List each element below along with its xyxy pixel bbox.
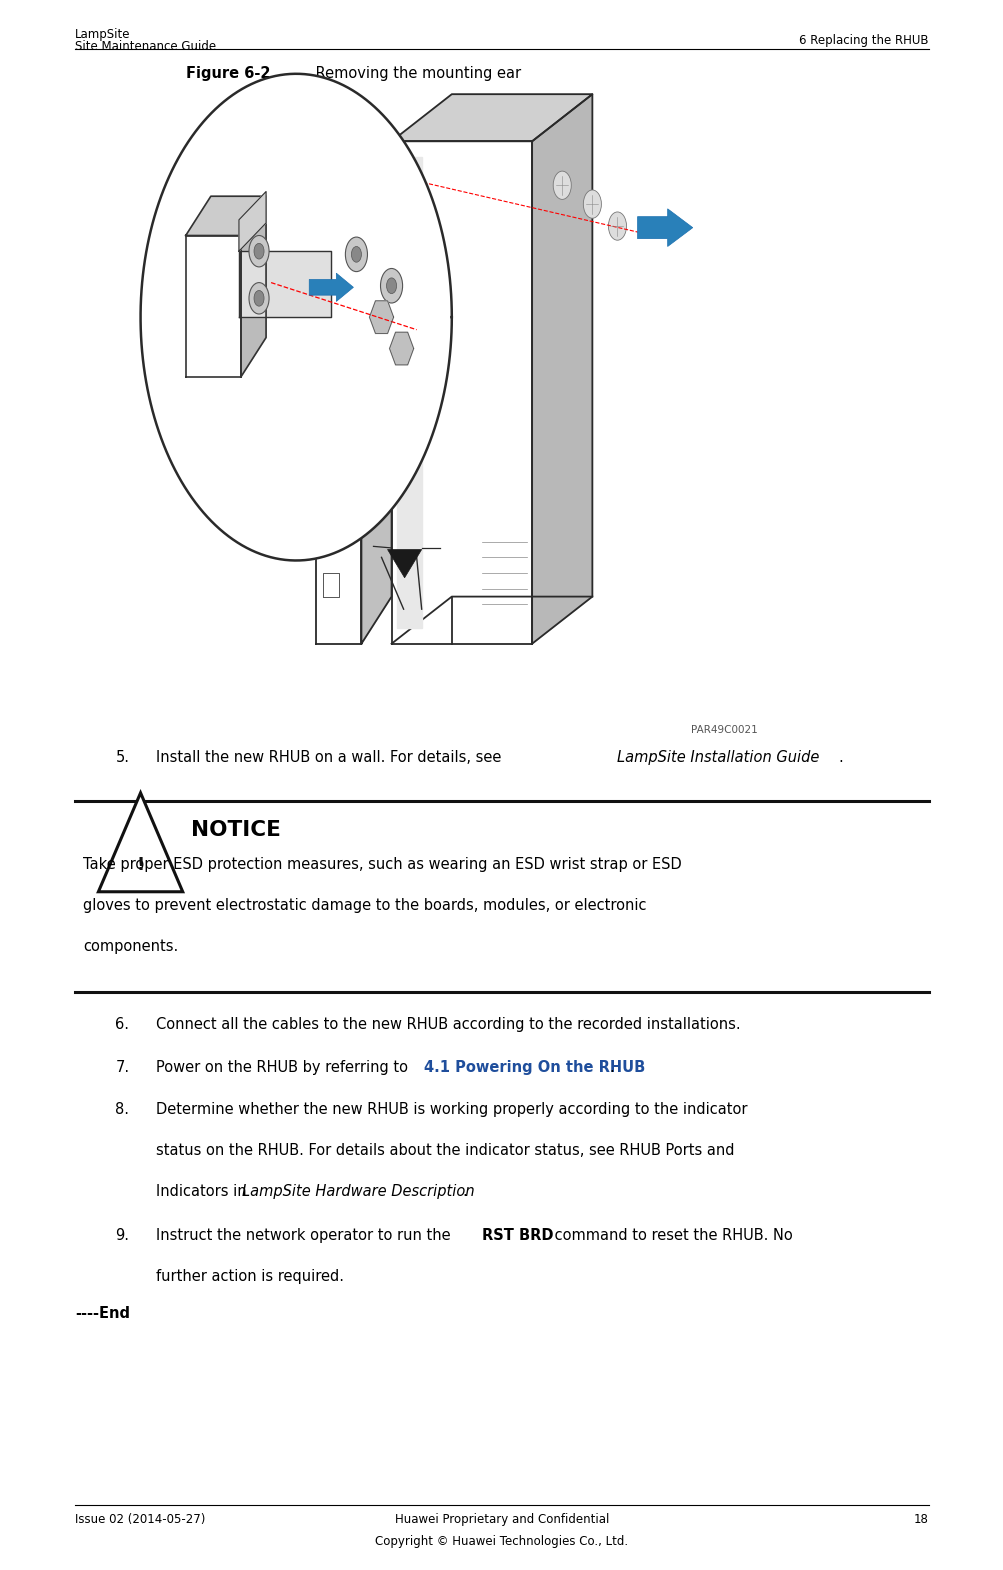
Polygon shape (389, 333, 413, 364)
Polygon shape (637, 209, 692, 246)
Text: Connect all the cables to the new RHUB according to the recorded installations.: Connect all the cables to the new RHUB a… (155, 1017, 739, 1033)
Polygon shape (186, 196, 266, 236)
Bar (399, 176, 417, 192)
Text: 6.: 6. (115, 1017, 129, 1033)
Text: gloves to prevent electrostatic damage to the boards, modules, or electronic: gloves to prevent electrostatic damage t… (83, 898, 646, 914)
Circle shape (249, 236, 269, 267)
Circle shape (249, 283, 269, 314)
Text: components.: components. (83, 939, 179, 955)
Text: .: . (462, 1184, 467, 1199)
Text: LampSite Installation Guide: LampSite Installation Guide (617, 750, 819, 766)
Text: further action is required.: further action is required. (155, 1269, 343, 1284)
Polygon shape (396, 157, 421, 628)
Text: Instruct the network operator to run the: Instruct the network operator to run the (155, 1228, 454, 1243)
Bar (399, 207, 417, 223)
Bar (399, 283, 417, 298)
Polygon shape (532, 94, 592, 644)
Bar (399, 330, 417, 345)
Text: ----End: ----End (75, 1306, 130, 1322)
Text: NOTICE: NOTICE (191, 820, 281, 840)
Polygon shape (369, 301, 393, 333)
Polygon shape (387, 550, 421, 578)
Polygon shape (309, 273, 353, 301)
Text: Power on the RHUB by referring to: Power on the RHUB by referring to (155, 1060, 412, 1075)
Text: status on the RHUB. For details about the indicator status, see RHUB Ports and: status on the RHUB. For details about th… (155, 1143, 733, 1159)
Text: 7.: 7. (115, 1060, 129, 1075)
Text: 4.1 Powering On the RHUB: 4.1 Powering On the RHUB (423, 1060, 644, 1075)
Text: 18: 18 (913, 1513, 928, 1526)
Polygon shape (391, 141, 532, 644)
Text: RST BRD: RST BRD (481, 1228, 553, 1243)
Circle shape (254, 243, 264, 259)
Circle shape (383, 162, 393, 177)
Text: Issue 02 (2014-05-27): Issue 02 (2014-05-27) (75, 1513, 206, 1526)
Polygon shape (391, 94, 592, 141)
Polygon shape (186, 236, 241, 377)
Circle shape (316, 487, 336, 518)
Text: command to reset the RHUB. No: command to reset the RHUB. No (550, 1228, 792, 1243)
Circle shape (583, 190, 601, 218)
Text: 5.: 5. (115, 750, 129, 766)
Text: .: . (609, 1060, 614, 1075)
Circle shape (351, 246, 361, 262)
Text: PAR49C0021: PAR49C0021 (691, 725, 757, 735)
Text: .: . (838, 750, 843, 766)
Text: Determine whether the new RHUB is working properly according to the indicator: Determine whether the new RHUB is workin… (155, 1102, 746, 1118)
Text: Copyright © Huawei Technologies Co., Ltd.: Copyright © Huawei Technologies Co., Ltd… (375, 1535, 628, 1548)
Circle shape (553, 171, 571, 199)
Circle shape (388, 177, 398, 193)
Text: 6 Replacing the RHUB: 6 Replacing the RHUB (798, 35, 928, 47)
Bar (399, 243, 417, 259)
Text: Site Maintenance Guide: Site Maintenance Guide (75, 39, 217, 53)
Text: Figure 6-2: Figure 6-2 (186, 66, 270, 82)
Text: Install the new RHUB on a wall. For details, see: Install the new RHUB on a wall. For deta… (155, 750, 506, 766)
Polygon shape (241, 196, 266, 377)
Circle shape (345, 237, 367, 272)
Polygon shape (316, 188, 361, 644)
Text: Huawei Proprietary and Confidential: Huawei Proprietary and Confidential (394, 1513, 609, 1526)
Polygon shape (98, 793, 183, 892)
Text: LampSite Hardware Description: LampSite Hardware Description (242, 1184, 474, 1199)
Circle shape (380, 268, 402, 303)
Text: Indicators in: Indicators in (155, 1184, 251, 1199)
Polygon shape (140, 74, 451, 560)
Circle shape (386, 278, 396, 294)
Polygon shape (361, 141, 391, 644)
Polygon shape (239, 251, 331, 317)
Text: LampSite: LampSite (75, 28, 130, 41)
Polygon shape (239, 192, 266, 251)
Text: 8.: 8. (115, 1102, 129, 1118)
Text: Take proper ESD protection measures, such as wearing an ESD wrist strap or ESD: Take proper ESD protection measures, suc… (83, 857, 681, 873)
Text: Removing the mounting ear: Removing the mounting ear (311, 66, 521, 82)
Circle shape (608, 212, 626, 240)
Circle shape (254, 290, 264, 306)
Polygon shape (316, 141, 391, 188)
Text: !: ! (136, 856, 144, 874)
Text: 9.: 9. (115, 1228, 129, 1243)
